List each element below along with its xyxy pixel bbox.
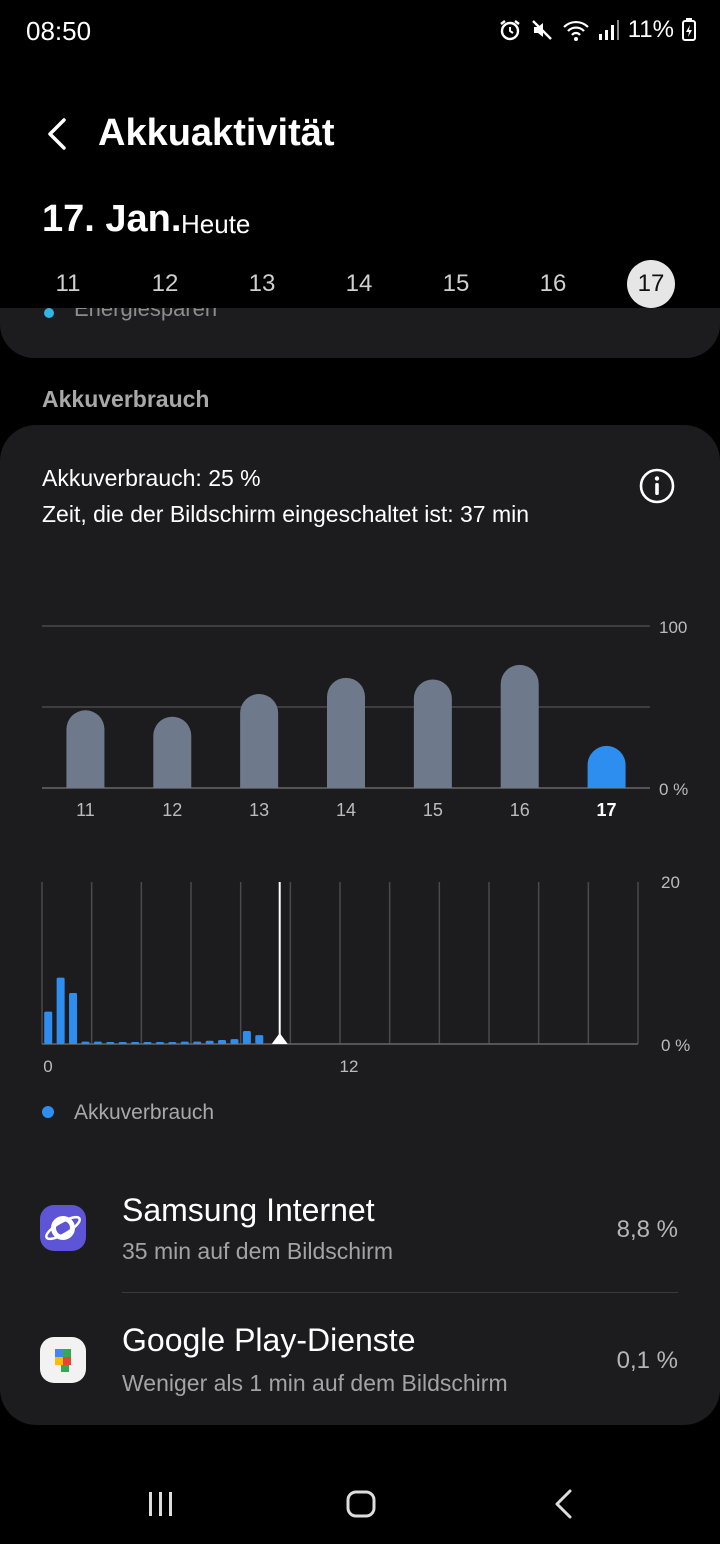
battery-charging-icon [682,18,696,42]
legend-dot [42,1106,54,1118]
nav-back-button[interactable] [552,1488,576,1520]
y-tick-label: 100 [659,618,687,637]
bar-hour [131,1042,140,1044]
app-screen-time: Weniger als 1 min auf dem Bildschirm [122,1370,508,1396]
hourly-usage-chart: 20 0 % 0 12 [41,873,690,1076]
bar-hour [44,1011,53,1044]
wifi-icon [562,18,590,42]
page-title: Akkuaktivität [98,112,335,154]
back-button[interactable] [40,114,80,154]
selected-date: 17. Jan. [42,198,182,240]
battery-usage-card [0,425,720,1425]
bar-hour [230,1039,239,1044]
bar-hour [168,1042,177,1044]
collapsed-card: Energiesparen [0,308,720,358]
collapsed-card-label: Energiesparen [74,308,218,321]
samsung-internet-icon [40,1205,86,1251]
status-icons: 11% [498,16,696,44]
day-15[interactable]: 15 [442,270,470,297]
signal-icon [598,18,620,42]
recent-apps-icon [149,1492,172,1516]
day-16[interactable]: 16 [539,270,567,297]
battery-percent: 11% [627,16,674,43]
bar-day-12 [153,716,192,788]
x-tick-label: 17 [597,800,617,820]
bar-hour [143,1042,152,1044]
app-name: Google Play-Dienste [122,1322,416,1358]
bar-day-13 [240,694,279,788]
legend-dot [44,308,54,318]
recent-apps-button[interactable] [146,1490,176,1518]
bar-day-17 [587,745,626,788]
legend-label: Akkuverbrauch [74,1101,215,1124]
bar-hour [118,1042,127,1044]
app-row-google-play-services[interactable]: Google Play-Dienste Weniger als 1 min au… [0,1300,720,1420]
bar-day-14 [327,677,365,788]
bar-day-15 [413,679,452,788]
google-play-services-icon [40,1337,86,1383]
day-13[interactable]: 13 [248,270,276,297]
day-selector: 11 12 13 14 15 16 17 [20,260,700,308]
x-tick-label: 13 [249,800,269,820]
x-tick-label: 12 [162,800,182,820]
bar-hour [69,992,78,1044]
home-button[interactable] [346,1490,376,1518]
bar-hour [106,1042,115,1044]
y-tick-label: 20 [661,873,680,892]
day-14[interactable]: 14 [345,270,373,297]
day-11[interactable]: 11 [55,270,81,297]
bar-hour [193,1041,202,1044]
bar-hour [180,1041,189,1044]
divider [122,1292,678,1293]
info-icon[interactable] [638,467,676,505]
y-tick-label: 0 % [659,780,688,799]
bar-day-16 [500,664,539,788]
back-icon [555,1489,572,1519]
status-time: 08:50 [26,16,92,46]
bar-hour [255,1035,264,1044]
mute-icon [530,18,554,42]
app-usage-percent: 0,1 % [616,1347,678,1374]
bar-hour [155,1042,164,1044]
bar-hour [205,1040,214,1044]
daily-usage-chart: 100 0 % 11 12 13 14 15 16 17 [42,618,688,820]
day-17-selected[interactable]: 17 [627,260,675,308]
x-tick-label: 0 [43,1057,52,1076]
x-tick-label: 12 [340,1057,359,1076]
alarm-icon [498,18,522,42]
date-relative-label: Heute [181,209,251,239]
section-title: Akkuverbrauch [42,386,210,412]
app-usage-percent: 8,8 % [616,1216,678,1243]
bar-hour [242,1031,251,1044]
day-12[interactable]: 12 [151,270,179,297]
current-time-marker [271,1033,288,1044]
bar-hour [81,1041,90,1044]
chevron-left-icon [48,118,66,150]
app-row-samsung-internet[interactable]: Samsung Internet 35 min auf dem Bildschi… [0,1170,720,1290]
battery-usage-total: Akkuverbrauch: 25 % [42,465,261,491]
bar-hour [93,1041,102,1044]
bar-hour [218,1039,227,1044]
x-tick-label: 14 [336,800,356,820]
bar-hour [56,977,65,1044]
home-icon [346,1490,376,1518]
app-name: Samsung Internet [122,1192,375,1228]
screen-on-time: Zeit, die der Bildschirm eingeschaltet i… [42,501,530,527]
x-tick-label: 16 [510,800,530,820]
x-tick-label: 11 [76,800,95,820]
y-tick-label: 0 % [661,1036,690,1055]
bar-day-11 [66,710,105,788]
app-screen-time: 35 min auf dem Bildschirm [122,1238,393,1264]
x-tick-label: 15 [423,800,443,820]
